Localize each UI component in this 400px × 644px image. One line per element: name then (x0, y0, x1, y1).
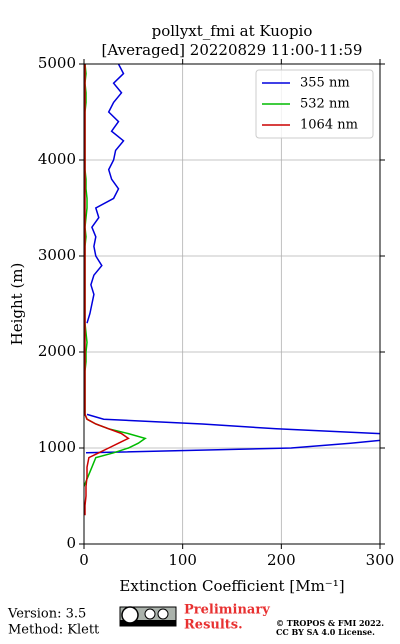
chart-subtitle: [Averaged] 20220829 11:00-11:59 (102, 41, 363, 59)
plot-frame (83, 63, 381, 545)
y-axis-label: Height (m) (8, 263, 26, 346)
y-tick-label: 0 (66, 534, 76, 552)
legend-box (255, 69, 374, 139)
version: Version: 3.5 (7, 607, 86, 622)
y-tick-label: 1000 (38, 438, 76, 456)
license: CC BY SA 4.0 License. (276, 627, 375, 637)
x-tick-label: 300 (366, 551, 395, 569)
y-tick-label: 5000 (38, 54, 76, 72)
legend-label: 1064 nm (300, 118, 358, 133)
preliminary: Results. (184, 618, 243, 633)
plot-area (84, 64, 380, 516)
copyright: © TROPOS & FMI 2022. (276, 618, 384, 628)
series-line (85, 64, 380, 454)
y-tick-label: 2000 (38, 342, 76, 360)
legend-label: 532 nm (300, 97, 350, 112)
chart-title: pollyxt_fmi at Kuopio (152, 22, 313, 40)
y-tick-label: 3000 (38, 246, 76, 264)
legend-label: 355 nm (300, 76, 350, 91)
method: Method: Klett (8, 623, 100, 638)
y-tick-label: 4000 (38, 150, 76, 168)
x-tick-label: 0 (79, 551, 89, 569)
x-tick-label: 100 (168, 551, 197, 569)
cc-logo (119, 606, 177, 627)
preliminary: Preliminary (184, 603, 270, 618)
x-axis-label: Extinction Coefficient [Mm⁻¹] (119, 577, 344, 595)
x-tick-label: 200 (267, 551, 296, 569)
series-line (84, 64, 130, 516)
